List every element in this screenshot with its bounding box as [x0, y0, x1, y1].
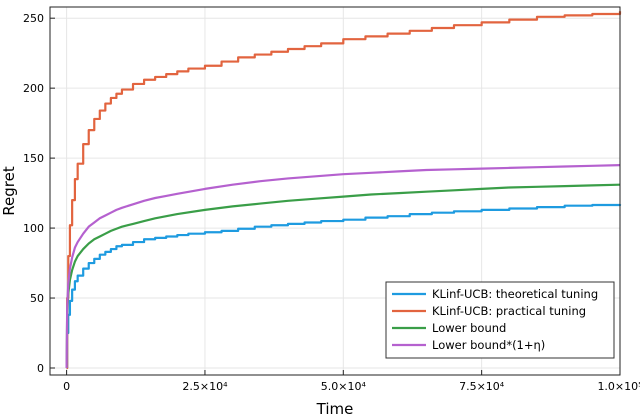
legend-entry-3: Lower bound*(1+η) — [432, 338, 545, 352]
y-axis-title: Regret — [0, 166, 18, 216]
series-line-0 — [66, 203, 622, 370]
legend-entry-0: KLinf-UCB: theoretical tuning — [432, 287, 598, 301]
x-tick-label-1: 2.5×10⁴ — [182, 380, 228, 393]
x-tick-label-2: 5.0×10⁴ — [321, 380, 367, 393]
x-tick-label-3: 7.5×10⁴ — [459, 380, 505, 393]
x-tick-labels: 0 2.5×10⁴ 5.0×10⁴ 7.5×10⁴ 1.0×10⁵ — [63, 370, 640, 393]
series-line-3 — [65, 164, 621, 369]
series-line-1 — [66, 11, 622, 370]
legend-entry-1: KLinf-UCB: practical tuning — [432, 304, 586, 318]
x-tick-label-4: 1.0×10⁵ — [597, 380, 640, 393]
series-lines — [65, 11, 622, 370]
y-tick-label-0: 0 — [37, 362, 44, 375]
legend: KLinf-UCB: theoretical tuning KLinf-UCB: … — [385, 281, 615, 359]
x-tick-label-0: 0 — [63, 380, 70, 393]
y-tick-label-4: 200 — [23, 82, 44, 95]
y-tick-label-1: 50 — [30, 292, 44, 305]
y-tick-label-2: 100 — [23, 222, 44, 235]
plot-frame — [49, 6, 621, 376]
y-tick-label-5: 250 — [23, 12, 44, 25]
y-tick-label-3: 150 — [23, 152, 44, 165]
x-axis-title: Time — [316, 400, 354, 418]
grid-lines — [50, 7, 621, 375]
y-tick-labels: 0 50 100 150 200 250 — [23, 12, 55, 375]
series-line-2 — [65, 183, 621, 369]
legend-entry-2: Lower bound — [432, 321, 506, 335]
